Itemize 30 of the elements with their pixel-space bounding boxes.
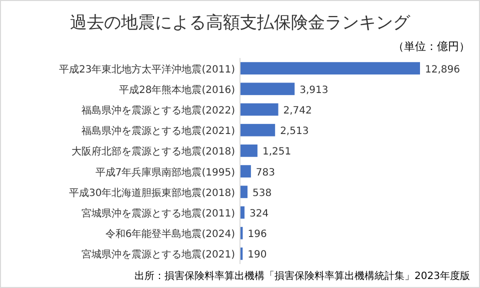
- bar: [240, 144, 258, 157]
- y-tick-label: 宮城県沖を震源とする地震(2011): [82, 208, 236, 220]
- data-label: 324: [250, 208, 269, 220]
- y-tick-label: 大阪府北部を震源とする地震(2018): [72, 146, 236, 158]
- data-label: 2,513: [280, 126, 309, 138]
- y-tick-label: 平成28年熊本地震(2016): [119, 84, 236, 96]
- bar: [240, 165, 251, 178]
- bar: [240, 124, 276, 136]
- y-tick-label: 平成7年兵庫県南部地震(1995): [95, 166, 236, 178]
- bar: [240, 82, 295, 96]
- y-tick-label: 宮城県沖を震源とする地震(2021): [82, 248, 236, 261]
- bar: [240, 103, 278, 116]
- y-tick-label: 福島県沖を震源とする地震(2022): [82, 104, 236, 116]
- text: （単位：億円）: [393, 40, 470, 53]
- data-label: 196: [248, 229, 267, 240]
- chart-title: 過去の地震による高額支払保険金ランキング: [70, 13, 411, 33]
- y-tick-label: 平成23年東北地方太平洋沖地震(2011): [59, 63, 236, 76]
- y-tick-label: 平成30年北海道胆振東部地震(2018): [69, 186, 236, 199]
- data-label: 783: [256, 167, 276, 178]
- y-tick-label: 令和6年能登半島地震(2024): [105, 228, 236, 240]
- text: 出所：損害保険料率算出機構「損害保険料率算出機構統計集」2023年度版: [134, 270, 470, 282]
- data-label: 2,742: [283, 106, 312, 116]
- bar: [240, 186, 248, 198]
- data-label: 3,913: [300, 84, 328, 96]
- y-tick-label: 福島県沖を震源とする地震(2021): [82, 125, 236, 138]
- data-label: 12,896: [425, 64, 460, 76]
- data-label: 538: [252, 188, 272, 199]
- bar: [240, 62, 420, 74]
- data-label: 190: [248, 250, 267, 261]
- data-label: 1,251: [262, 146, 292, 158]
